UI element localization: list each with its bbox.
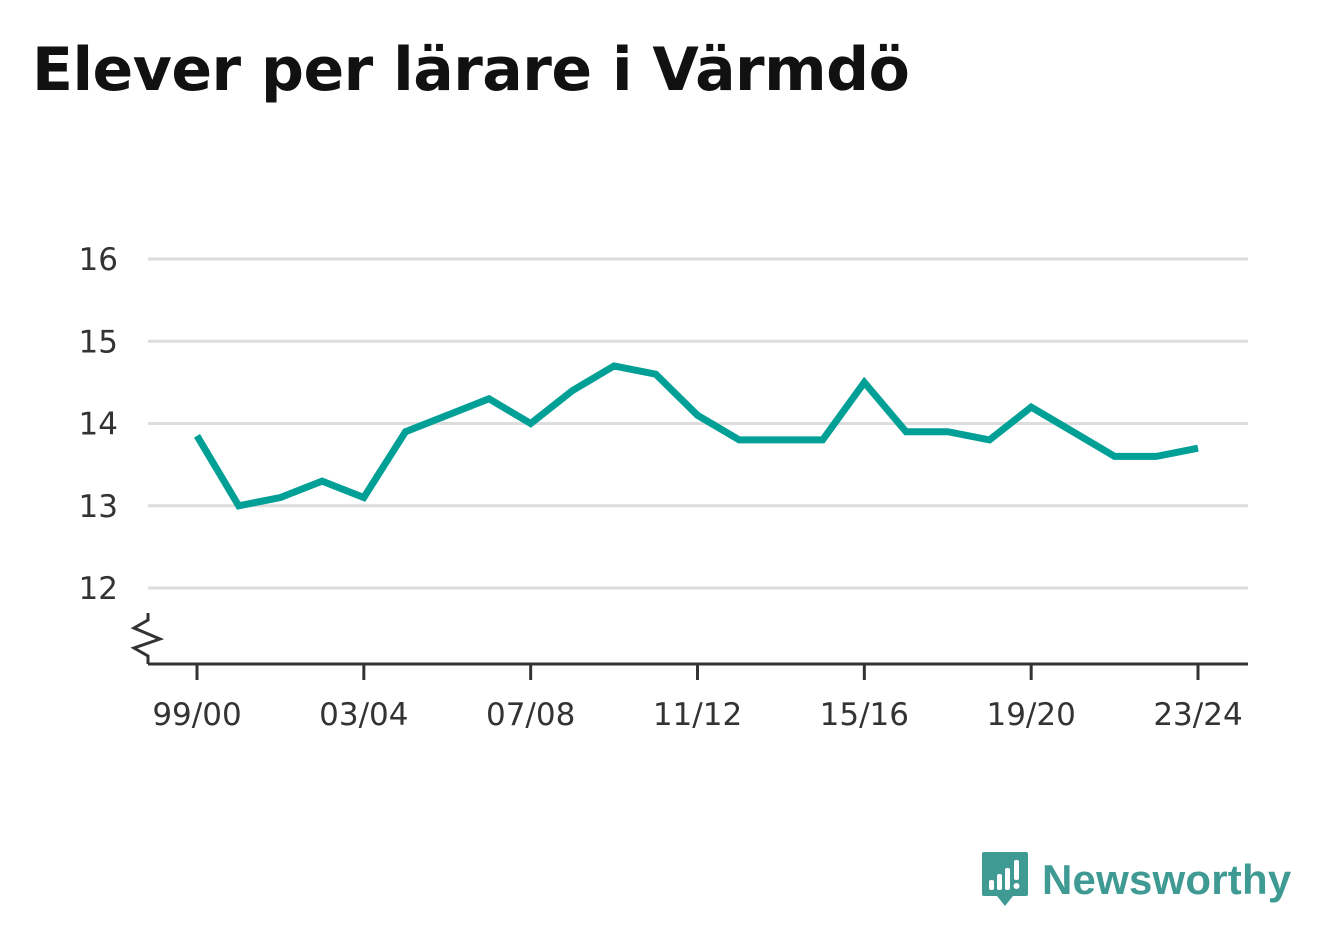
x-tick-label: 15/16	[820, 697, 909, 733]
y-tick-label: 15	[79, 324, 118, 360]
x-axis	[130, 613, 1248, 666]
x-tick-label: 07/08	[486, 697, 575, 733]
brand-logo: Newsworthy	[980, 848, 1291, 912]
x-axis-ticks: 99/00 03/04 07/08 11/12 15/16 19/20 23/24	[152, 664, 1243, 733]
series-group	[193, 362, 1199, 510]
gridlines	[148, 257, 1248, 590]
x-tick-label: 99/00	[152, 697, 241, 733]
y-tick-label: 16	[79, 242, 118, 278]
axis-break-icon	[130, 613, 165, 664]
y-tick-label: 13	[79, 489, 118, 525]
x-tick-label: 11/12	[653, 697, 742, 733]
series-line-0	[193, 362, 1199, 510]
chart-title: Elever per lärare i Värmdö	[32, 35, 910, 105]
y-axis-ticks: 12 13 14 15 16	[79, 242, 118, 607]
newsworthy-logo-icon	[982, 852, 1028, 906]
x-tick-label: 23/24	[1153, 697, 1242, 733]
y-tick-label: 14	[79, 407, 118, 443]
x-tick-label: 19/20	[986, 697, 1075, 733]
brand-name: Newsworthy	[1042, 856, 1292, 903]
x-tick-label: 03/04	[319, 697, 408, 733]
y-tick-label: 12	[79, 571, 118, 607]
